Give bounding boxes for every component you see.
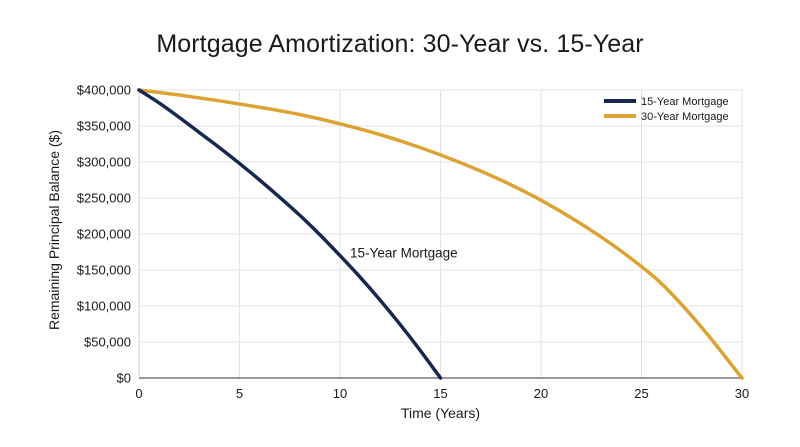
x-tick-label: 25 [634,386,648,401]
x-tick-label: 15 [433,386,447,401]
y-tick-label: $100,000 [77,299,131,314]
y-tick-label: $350,000 [77,119,131,134]
y-tick-label: $150,000 [77,263,131,278]
series-lines [137,88,744,380]
series-line-15-year-mortgage [137,88,443,380]
y-tick-label: $200,000 [77,227,131,242]
legend-label-15-year-mortgage: 15-Year Mortgage [641,96,729,108]
x-tick-label: 10 [333,386,347,401]
legend-label-30-year-mortgage: 30-Year Mortgage [641,111,729,123]
grid [139,89,743,378]
y-tick-label: $50,000 [84,335,131,350]
y-axis-label: Remaining Principal Balance ($) [46,130,62,330]
x-tick-label: 30 [735,386,749,401]
x-tick-label: 0 [135,386,142,401]
y-tick-label: $400,000 [77,83,131,98]
series-line-30-year-mortgage [137,88,744,380]
chart-title: Mortgage Amortization: 30-Year vs. 15-Ye… [156,30,644,58]
y-tick-label: $250,000 [77,191,131,206]
annotation-label: 15-Year Mortgage [350,246,458,261]
x-axis-label: Time (Years) [401,405,480,421]
tick-labels: 0 5 10 15 20 25 30 $0 $50,000 $100,000 $150,000 $20… [77,83,749,402]
x-tick-label: 5 [236,386,243,401]
y-tick-label: $300,000 [77,155,131,170]
y-tick-label: $0 [117,371,131,386]
x-tick-label: 20 [534,386,548,401]
annotations: 15-Year Mortgage [350,246,458,261]
legend: 15-Year Mortgage 30-Year Mortgage [604,96,729,123]
